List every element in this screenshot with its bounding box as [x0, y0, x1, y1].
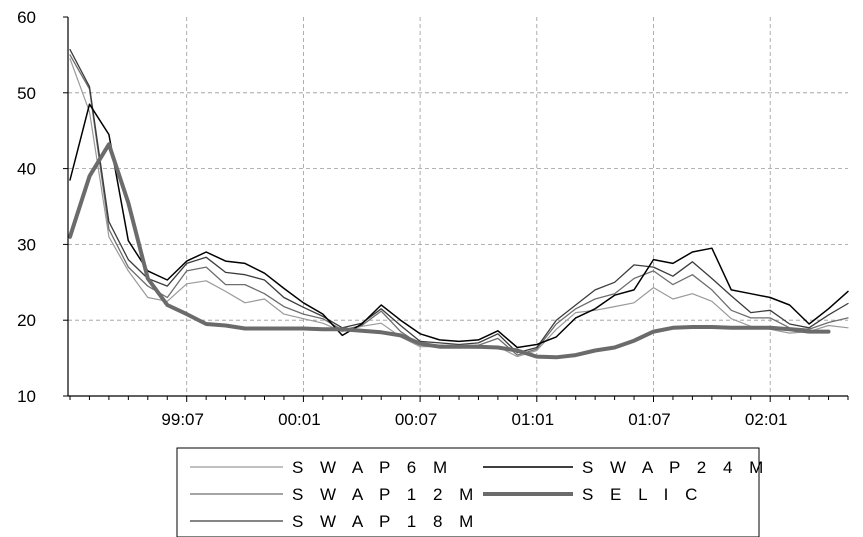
y-tick-label: 60 — [17, 8, 36, 27]
legend-label-swap18m: S W A P 1 8 M — [292, 512, 479, 531]
legend: S W A P 6 M S W A P 2 4 M S W A P 1 2 M S E… — [176, 447, 769, 537]
legend-box — [176, 447, 760, 537]
series-line-swap24m — [69, 103, 849, 349]
x-tick-label: 01:01 — [512, 410, 555, 429]
gridlines — [68, 17, 848, 396]
y-tick-label: 20 — [17, 311, 36, 330]
legend-label-selic: S E L I C — [582, 485, 703, 504]
x-tick-label: 99:07 — [161, 410, 204, 429]
series-lines — [68, 48, 849, 360]
x-tick-label: 00:01 — [278, 410, 321, 429]
legend-label-swap24m: S W A P 2 4 M — [582, 458, 769, 477]
axes: 10 20 30 40 50 60 99:07 00:01 00:07 01:01 01:07 02:… — [17, 8, 849, 429]
y-tick-label: 50 — [17, 84, 36, 103]
legend-label-swap6m: S W A P 6 M — [292, 458, 453, 477]
x-tick-label: 01:07 — [628, 410, 671, 429]
series-line-swap12m — [69, 54, 849, 356]
series-line-selic — [68, 142, 831, 360]
x-tick-label: 02:01 — [745, 410, 788, 429]
y-tick-label: 30 — [17, 235, 36, 254]
y-tick-label: 10 — [17, 387, 36, 406]
series-line-swap18m — [69, 48, 849, 354]
y-tick-label: 40 — [17, 160, 36, 179]
x-tick-label: 00:07 — [395, 410, 438, 429]
legend-label-swap12m: S W A P 1 2 M — [292, 485, 479, 504]
